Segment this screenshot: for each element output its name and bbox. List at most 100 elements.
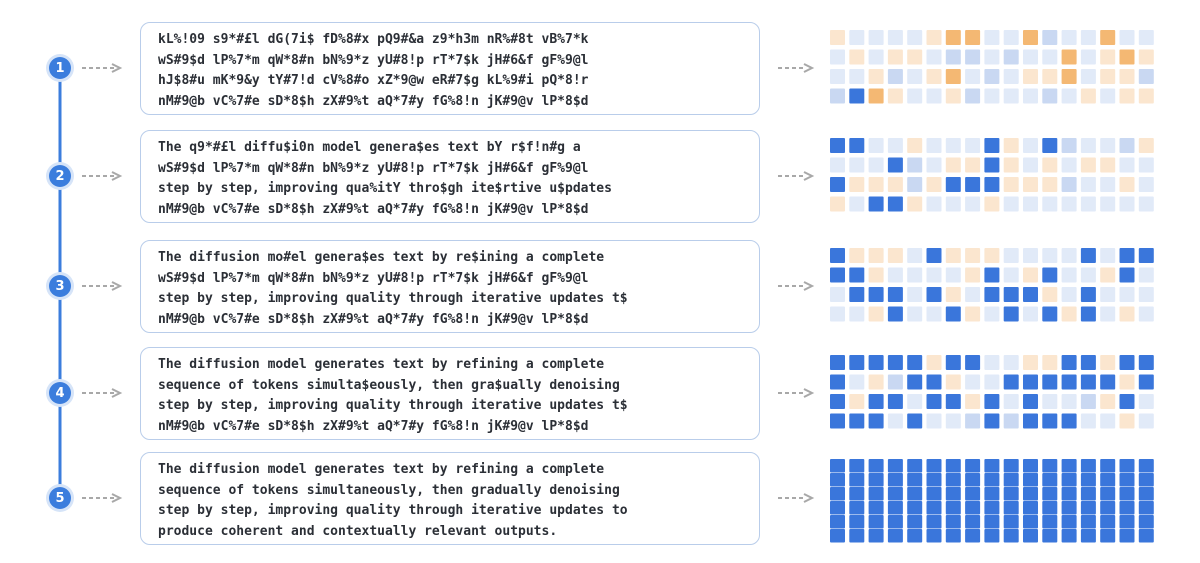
token-cell bbox=[868, 30, 884, 45]
token-cell bbox=[849, 49, 865, 65]
token-cell bbox=[1023, 487, 1038, 501]
arrow-head bbox=[803, 171, 815, 181]
token-cell bbox=[849, 394, 865, 409]
token-cell bbox=[1080, 355, 1096, 370]
token-cell bbox=[1042, 69, 1058, 84]
token-cell bbox=[1138, 30, 1154, 45]
token-cell bbox=[926, 487, 942, 501]
token-cell bbox=[1003, 473, 1019, 487]
token-cell bbox=[926, 88, 942, 104]
token-cell bbox=[849, 196, 865, 212]
token-cell bbox=[1138, 501, 1154, 515]
token-cell bbox=[849, 459, 865, 473]
text-box: kL%!09 s9*#£l dG(7i$ fD%8#x pQ9#&a z9*h3… bbox=[140, 22, 760, 115]
arrow-head bbox=[111, 388, 123, 398]
text-box: The diffusion mo#el genera$es text by re… bbox=[140, 240, 760, 333]
token-cell bbox=[1080, 374, 1096, 390]
token-cell bbox=[887, 177, 903, 192]
token-cell bbox=[1042, 473, 1058, 487]
token-cell bbox=[868, 267, 884, 283]
token-cell bbox=[1061, 529, 1077, 543]
token-cell bbox=[984, 267, 1000, 283]
token-cell bbox=[1061, 177, 1077, 192]
text-line: wS#9$d lP%7*m qW*8#n bN%9*z yU#8!p rT*7$… bbox=[158, 52, 589, 68]
token-cell bbox=[984, 88, 1000, 104]
token-cell bbox=[1100, 515, 1116, 529]
token-cell bbox=[830, 413, 845, 429]
text-line: kL%!09 s9*#£l dG(7i$ fD%8#x pQ9#&a z9*h3… bbox=[158, 32, 589, 47]
token-cell bbox=[984, 413, 1000, 429]
token-cell bbox=[868, 515, 884, 529]
token-cell bbox=[1042, 374, 1058, 390]
token-cell bbox=[907, 355, 923, 370]
arrow-head bbox=[111, 63, 123, 73]
token-cell bbox=[1061, 459, 1077, 473]
token-cell bbox=[1003, 177, 1019, 192]
token-cell bbox=[868, 473, 884, 487]
token-cell bbox=[830, 267, 845, 283]
token-cell bbox=[1100, 487, 1116, 501]
text-line: step by step, improving qua%itY thro$gh … bbox=[158, 181, 612, 196]
token-cell bbox=[830, 287, 845, 302]
text-line: The diffusion model generates text by re… bbox=[158, 462, 605, 477]
arrow-head bbox=[111, 281, 123, 291]
token-cell bbox=[1003, 459, 1019, 473]
token-cell bbox=[926, 529, 942, 543]
token-cell bbox=[1003, 306, 1019, 322]
token-cell bbox=[1138, 413, 1154, 429]
token-cell bbox=[1100, 157, 1116, 173]
text-line: step by step, improving quality through … bbox=[158, 291, 628, 306]
token-cell bbox=[1080, 487, 1096, 501]
token-cell bbox=[984, 30, 1000, 45]
token-cell bbox=[887, 355, 903, 370]
token-cell bbox=[926, 30, 942, 45]
token-cell bbox=[1042, 157, 1058, 173]
token-cell bbox=[887, 248, 903, 263]
text-line: nM#9@b vC%7#e sD*8$h zX#9%t aQ*7#y fG%8!… bbox=[158, 311, 589, 327]
token-cell bbox=[907, 248, 923, 263]
text-line: nM#9@b vC%7#e sD*8$h zX#9%t aQ*7#y fG%8!… bbox=[158, 201, 589, 217]
token-cell bbox=[945, 515, 961, 529]
token-cell bbox=[1138, 515, 1154, 529]
token-cell bbox=[907, 473, 923, 487]
token-cell bbox=[1080, 501, 1096, 515]
token-cell bbox=[830, 355, 845, 370]
token-cell bbox=[849, 69, 865, 84]
token-cell bbox=[1061, 138, 1077, 153]
token-cell bbox=[1138, 138, 1154, 153]
token-cell bbox=[830, 49, 845, 65]
token-cell bbox=[1138, 487, 1154, 501]
token-cell bbox=[945, 88, 961, 104]
text-box: The diffusion model generates text by re… bbox=[140, 452, 760, 545]
token-cell bbox=[945, 473, 961, 487]
token-cell bbox=[868, 413, 884, 429]
token-cell bbox=[1138, 394, 1154, 409]
token-cell bbox=[1080, 177, 1096, 192]
token-cell bbox=[1042, 306, 1058, 322]
token-cell bbox=[1138, 88, 1154, 104]
token-cell bbox=[945, 487, 961, 501]
token-cell bbox=[965, 177, 981, 192]
token-cell bbox=[830, 515, 845, 529]
token-cell bbox=[868, 459, 884, 473]
token-cell bbox=[984, 177, 1000, 192]
token-cell bbox=[907, 267, 923, 283]
token-cell bbox=[868, 248, 884, 263]
token-cell bbox=[1119, 501, 1135, 515]
token-cell bbox=[830, 248, 845, 263]
token-cell bbox=[1080, 69, 1096, 84]
token-cell bbox=[1042, 196, 1058, 212]
token-cell bbox=[907, 49, 923, 65]
token-cell bbox=[1023, 69, 1038, 84]
text-line: The diffusion model generates text by re… bbox=[158, 357, 605, 372]
token-cell bbox=[945, 394, 961, 409]
token-cell bbox=[1138, 177, 1154, 192]
token-cell bbox=[830, 177, 845, 192]
token-cell bbox=[1023, 49, 1038, 65]
token-cell bbox=[945, 529, 961, 543]
token-cell bbox=[965, 413, 981, 429]
token-cell bbox=[849, 267, 865, 283]
token-cell bbox=[1119, 157, 1135, 173]
token-cell bbox=[926, 267, 942, 283]
